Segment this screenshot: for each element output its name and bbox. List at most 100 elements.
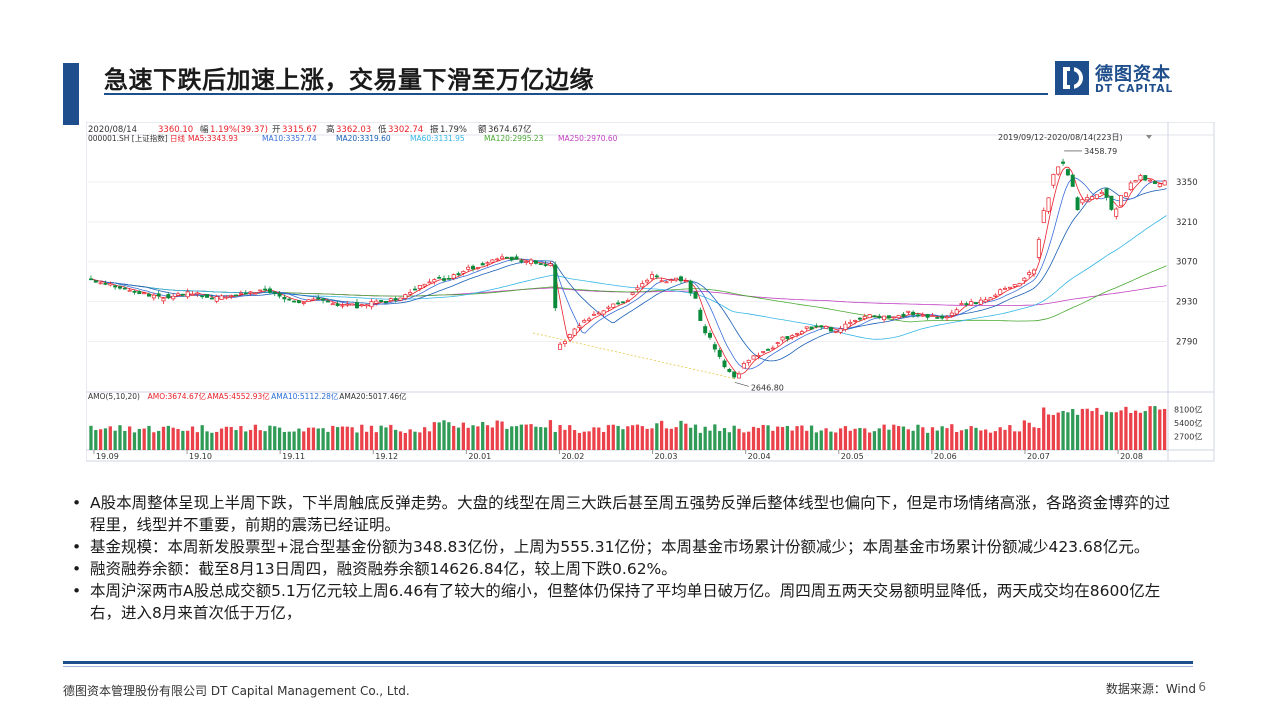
candle-body (311, 298, 316, 301)
volume-bar (1037, 428, 1041, 450)
volume-bar (292, 431, 296, 450)
candle-body (906, 310, 911, 313)
volume-bar (355, 432, 359, 450)
volume-bar (640, 426, 644, 450)
candle-body (442, 278, 446, 281)
candle-body (712, 344, 717, 350)
title-underline (104, 93, 1048, 95)
candle-body (132, 291, 137, 293)
volume-bar (969, 426, 973, 450)
candle-body (354, 302, 359, 309)
candle-body (601, 310, 606, 315)
volume-bar (253, 424, 258, 450)
candle-body (964, 303, 969, 305)
volume-bar (461, 422, 465, 450)
bullet-dot-icon: • (72, 560, 82, 578)
volume-bar (916, 424, 920, 450)
volume-bar (1100, 414, 1104, 450)
candle-body (645, 279, 650, 283)
candle-body (195, 292, 200, 295)
ma-line (89, 215, 1167, 340)
date-tick-label: 20.05 (841, 452, 864, 461)
candle-body (480, 263, 485, 266)
volume-bar (297, 428, 301, 450)
ma-legend-entry: MA20:3319.60 (336, 134, 391, 143)
ma-legend-entry: MA5:3343.93 (188, 134, 238, 143)
candle-body (88, 278, 93, 281)
volume-bar (708, 430, 712, 450)
volume-bar (751, 426, 756, 450)
volume-bar (626, 426, 630, 450)
volume-bar (950, 424, 954, 450)
candle-body (606, 306, 611, 309)
volume-bar (1080, 408, 1085, 450)
volume-bar (302, 431, 306, 450)
volume-bar (137, 428, 141, 450)
volume-bar (263, 431, 267, 450)
volume-bar (882, 424, 886, 450)
header-value: 幅 (200, 124, 209, 135)
volume-bar (1162, 408, 1167, 450)
date-tick-label: 20.08 (1120, 452, 1143, 461)
date-tick-label: 20.01 (468, 452, 491, 461)
footer-rule-thin (63, 666, 1193, 667)
volume-bar (89, 425, 93, 450)
candle-body (1032, 269, 1037, 275)
volume-bar (456, 427, 461, 450)
volume-bar (1095, 407, 1099, 450)
volume-bar (664, 428, 669, 450)
candle-body (1128, 182, 1133, 190)
header-value: 高 (326, 124, 335, 135)
volume-bar (853, 428, 857, 450)
volume-bar (447, 422, 451, 450)
volume-bar (814, 432, 819, 450)
volume-bar (1051, 414, 1056, 450)
volume-bar (911, 430, 915, 450)
candle-body (828, 327, 833, 332)
bullet-list: • A股本周整体呈现上半周下跌，下半周触底反弹走势。大盘的线型在周三大跌后甚至周五… (72, 492, 1172, 624)
volume-bar (128, 426, 132, 450)
candle-body (795, 333, 800, 335)
candle-body (345, 303, 350, 306)
volume-bar (99, 429, 103, 450)
candle-body (659, 280, 664, 283)
volume-bar (877, 428, 881, 450)
candle-body (945, 316, 949, 319)
candle-body (350, 303, 355, 306)
candle-body (306, 299, 311, 302)
candle-body (775, 342, 780, 345)
volume-bar (1153, 406, 1157, 450)
candle-body (896, 315, 901, 319)
volume-bar (1042, 407, 1046, 450)
candle-body (1085, 197, 1090, 201)
candle-body (882, 315, 887, 321)
candle-body (369, 301, 374, 308)
candle-body (679, 276, 683, 282)
candle-body (383, 300, 388, 304)
candle-body (1152, 181, 1157, 184)
candle-body (625, 300, 630, 302)
candle-body (475, 267, 480, 269)
volume-bar (572, 430, 577, 450)
candle-body (180, 293, 185, 296)
candle-body (253, 292, 258, 295)
candle-body (867, 314, 872, 319)
candle-body (886, 315, 891, 319)
volume-bar (268, 425, 272, 450)
price-tick-label: 3210 (1176, 218, 1198, 228)
volume-bar (142, 428, 146, 450)
candle-body (708, 332, 712, 338)
volume-bar (239, 426, 243, 450)
volume-bar (660, 420, 664, 450)
candle-body (1090, 196, 1095, 200)
candle-body (519, 260, 524, 263)
ma-line (89, 166, 1167, 375)
candle-body (853, 320, 858, 322)
candle-body (413, 288, 417, 291)
candle-body (272, 291, 277, 294)
volume-bar (316, 428, 320, 450)
volume-bar (224, 426, 229, 450)
volume-bar (713, 424, 717, 450)
volume-bar (186, 430, 190, 450)
volume-bar (993, 431, 997, 450)
